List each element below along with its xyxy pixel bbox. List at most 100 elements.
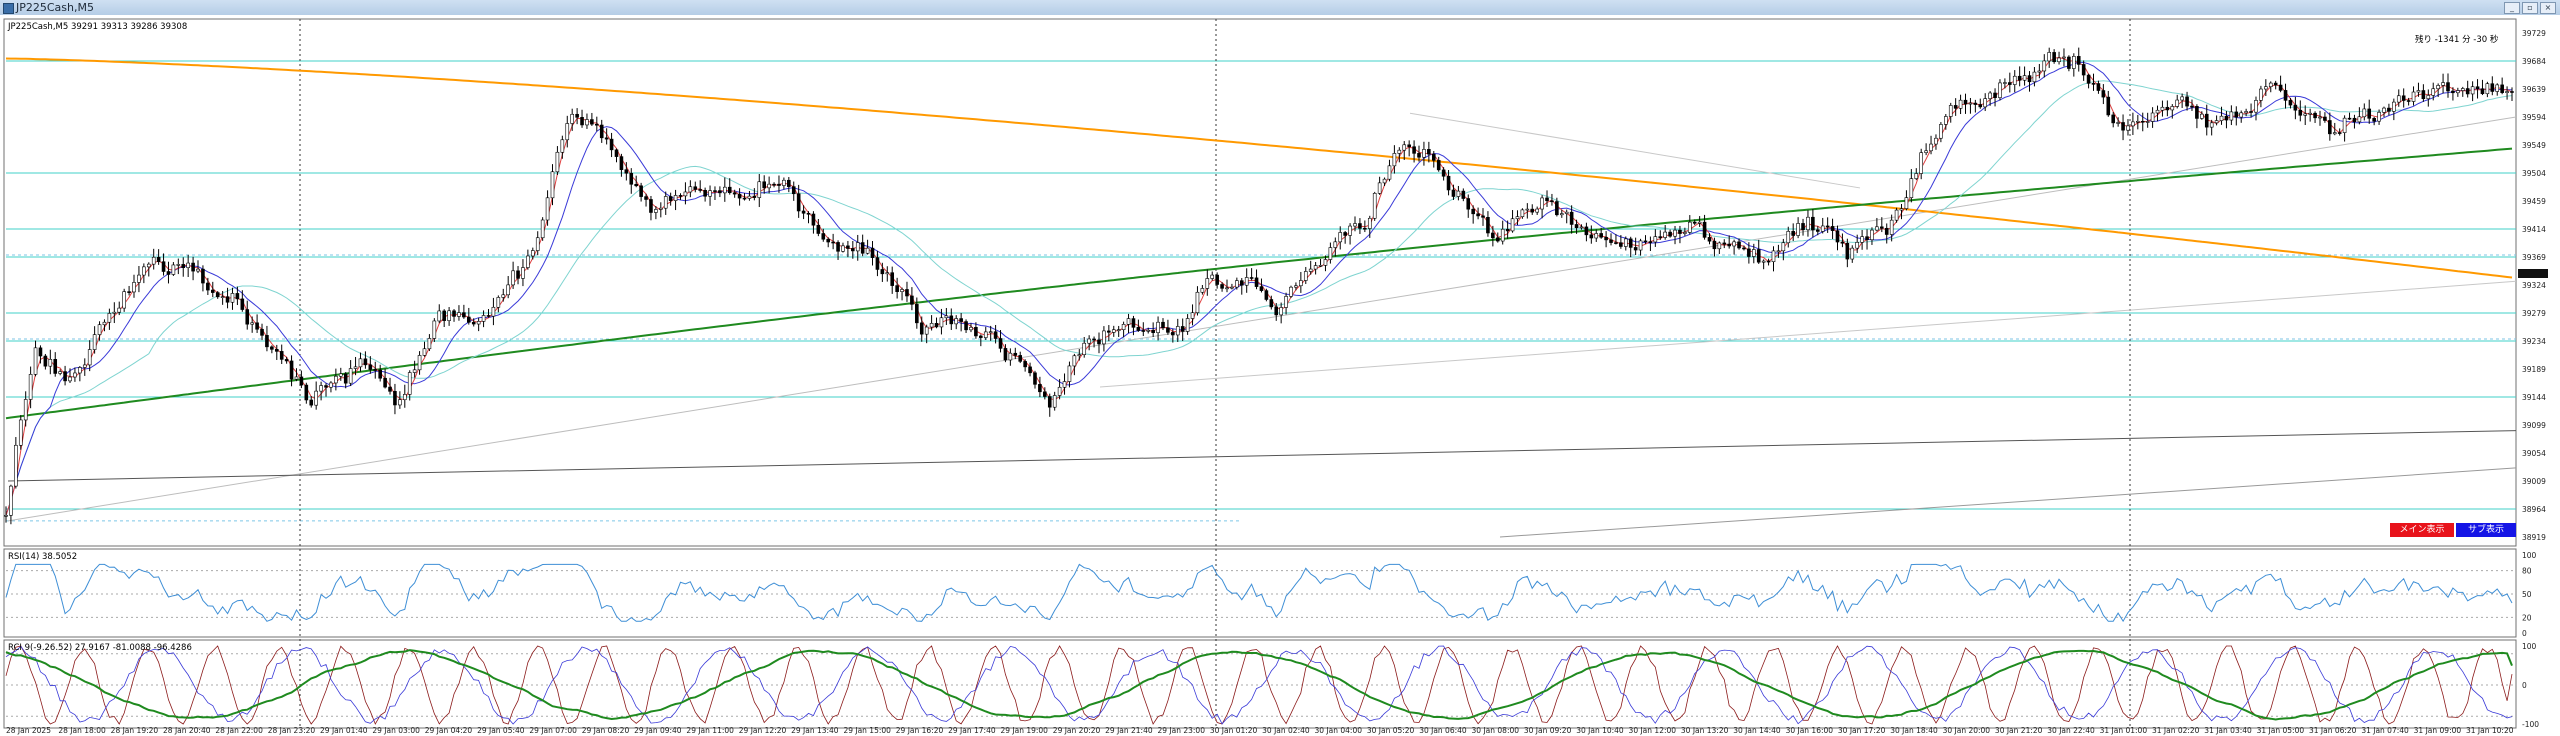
candle-body (1830, 226, 1835, 231)
y-tick-label: 38964 (2522, 505, 2546, 514)
candle-body (176, 264, 181, 266)
candle-body (1530, 208, 1535, 213)
x-tick-label: 31 Jan 07:40 (2361, 726, 2409, 735)
candle-body (595, 123, 599, 126)
candle-body (2116, 122, 2120, 124)
candle-body (1343, 232, 1347, 236)
candle-body (983, 331, 988, 338)
candle-body (2022, 75, 2027, 81)
candle-body (727, 186, 732, 194)
candle-body (1308, 268, 1313, 272)
candle-body (1279, 307, 1283, 316)
candle-body (2308, 112, 2312, 115)
candle-body (373, 369, 378, 371)
y-tick-label: 39369 (2522, 253, 2546, 262)
candle-body (2283, 90, 2288, 101)
candle-body (87, 349, 92, 366)
candle-body (1993, 92, 1997, 98)
x-tick-label: 30 Jan 20:00 (1943, 726, 1991, 735)
candle-body (1239, 280, 1244, 286)
trend-line (1099, 280, 2517, 388)
rci-pane-frame (3, 639, 2517, 729)
candle-body (501, 294, 506, 298)
candle-body (2495, 84, 2500, 92)
candle-body (1850, 247, 1855, 260)
candle-body (102, 321, 107, 326)
candle-body (1220, 284, 1224, 289)
candle-body (737, 193, 742, 199)
candle-body (171, 264, 176, 275)
candle-body (304, 384, 309, 401)
rci-fast-line (5, 645, 2513, 725)
candle-body (1791, 231, 1795, 236)
x-tick-label: 31 Jan 01:00 (2100, 726, 2148, 735)
candle-body (757, 181, 762, 198)
candle-body (1205, 278, 1210, 289)
candle-body (142, 266, 146, 276)
candle-body (2318, 116, 2322, 119)
candle-body (2323, 116, 2327, 121)
y-tick-label: 39189 (2522, 365, 2546, 374)
candle-body (378, 369, 382, 379)
candle-body (2426, 95, 2431, 100)
candle-body (1274, 306, 1279, 316)
candle-body (1111, 329, 1116, 333)
candle-body (73, 372, 77, 378)
candle-body (1323, 259, 1328, 266)
current-price-tag (2518, 269, 2548, 278)
x-tick-label: 28 Jan 20:40 (163, 726, 211, 735)
candle-body (2195, 106, 2199, 119)
candle-body (1052, 395, 1057, 408)
countdown-label: 残り -1341 分 -30 秒 (2415, 34, 2499, 45)
candle-body (398, 399, 402, 406)
candle-body (14, 444, 18, 487)
x-tick-label: 30 Jan 12:00 (1629, 726, 1677, 735)
candle-body (2332, 132, 2337, 135)
x-tick-label: 29 Jan 21:40 (1105, 726, 1153, 735)
candle-body (1653, 236, 1658, 243)
x-tick-label: 28 Jan 2025 (6, 726, 51, 735)
close-button[interactable]: × (2540, 2, 2556, 14)
candle-body (1121, 324, 1126, 330)
candle-body (540, 219, 545, 239)
x-tick-label: 31 Jan 06:20 (2309, 726, 2357, 735)
candle-body (1466, 198, 1471, 210)
candle-body (289, 360, 294, 380)
candle-body (668, 196, 673, 201)
candle-body (1909, 178, 1914, 198)
candle-body (2126, 125, 2130, 131)
sub-display-button[interactable]: サブ表示 (2456, 523, 2516, 537)
candle-body (2298, 109, 2303, 116)
candle-body (1328, 247, 1333, 260)
candle-body (673, 195, 678, 201)
candle-body (220, 296, 225, 298)
candle-body (1161, 321, 1165, 329)
maximize-button[interactable]: ▫ (2522, 2, 2538, 14)
candle-body (1225, 287, 1229, 290)
candle-body (2357, 116, 2362, 123)
candle-body (1687, 221, 1692, 233)
minimize-button[interactable]: _ (2504, 2, 2520, 14)
candle-body (53, 359, 58, 374)
candle-body (393, 391, 397, 406)
candle-body (535, 237, 540, 251)
candle-body (2145, 121, 2150, 123)
candle-body (1215, 274, 1219, 285)
candle-body (1840, 241, 1845, 244)
candle-body (1673, 229, 1677, 237)
candle-body (1067, 365, 1072, 382)
candle-body (915, 304, 919, 324)
candle-body (1377, 182, 1382, 194)
x-tick-label: 28 Jan 22:00 (215, 726, 263, 735)
main-display-button[interactable]: メイン表示 (2390, 523, 2454, 537)
candle-body (713, 190, 717, 192)
candle-body (1535, 208, 1539, 213)
candle-body (1230, 286, 1234, 289)
candle-body (1427, 149, 1431, 155)
candle-body (1180, 326, 1185, 332)
rsi-pane-label: RSI(14) 38.5052 (8, 552, 77, 562)
candle-body (309, 399, 314, 406)
candle-body (368, 364, 373, 370)
candle-body (2042, 60, 2047, 72)
